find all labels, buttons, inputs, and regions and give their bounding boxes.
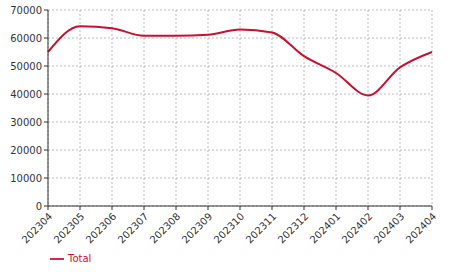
svg-text:202401: 202401 (308, 211, 343, 246)
svg-text:202308: 202308 (148, 211, 183, 246)
svg-text:202305: 202305 (52, 211, 87, 246)
svg-text:50000: 50000 (10, 61, 42, 72)
svg-text:40000: 40000 (10, 89, 42, 100)
svg-text:202309: 202309 (180, 211, 215, 246)
html-text:Total: Total (68, 253, 92, 264)
svg-text:202306: 202306 (84, 211, 119, 246)
svg-text:202404: 202404 (404, 211, 439, 246)
svg-text:20000: 20000 (10, 145, 42, 156)
svg-text:0: 0 (36, 201, 42, 212)
svg-text:10000: 10000 (10, 173, 42, 184)
svg-text:60000: 60000 (10, 33, 42, 44)
svg-text:202304: 202304 (20, 211, 55, 246)
svg-text:202310: 202310 (212, 211, 247, 246)
svg-text:70000: 70000 (10, 5, 42, 16)
svg-text:202402: 202402 (340, 211, 375, 246)
svg-text:30000: 30000 (10, 117, 42, 128)
svg-text:202311: 202311 (244, 211, 279, 246)
svg-text:202307: 202307 (116, 211, 151, 246)
svg-text:202312: 202312 (276, 211, 311, 246)
svg-text:202403: 202403 (372, 211, 407, 246)
